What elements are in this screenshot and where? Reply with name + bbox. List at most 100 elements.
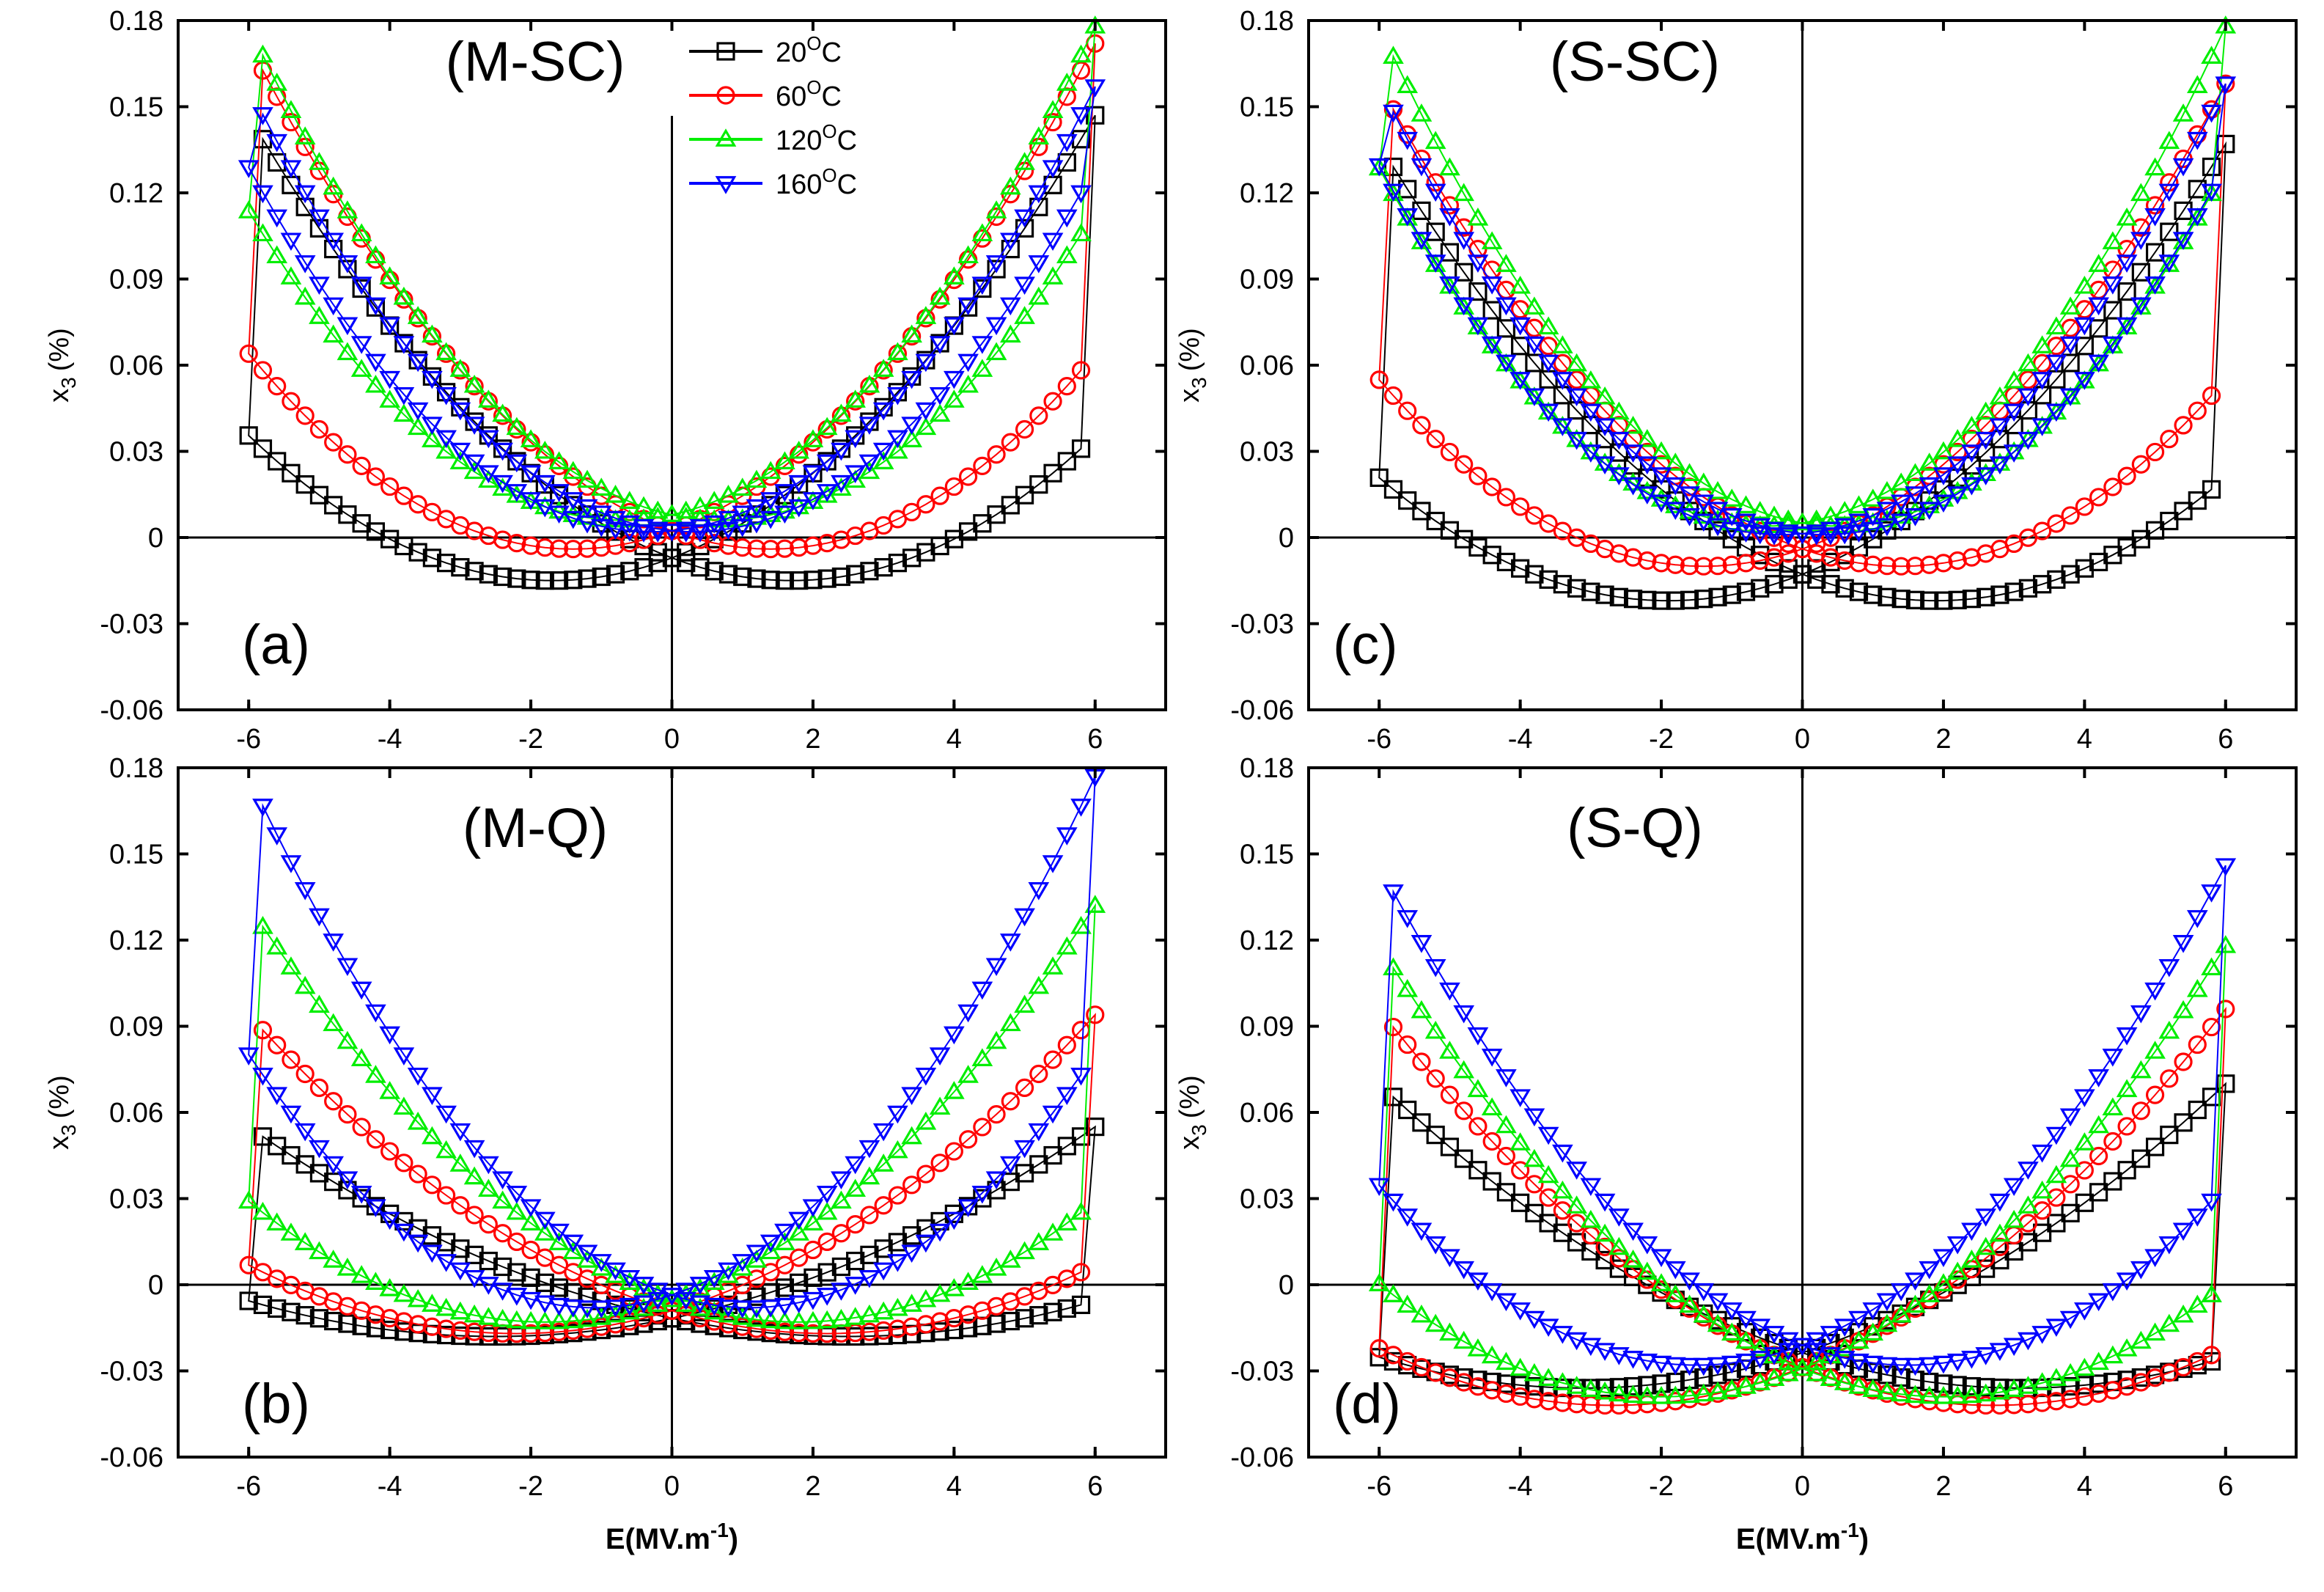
- data-point: [2061, 1203, 2080, 1222]
- data-point: [2116, 1027, 2138, 1046]
- data-point: [323, 324, 345, 343]
- data-point: [2018, 370, 2037, 389]
- data-point: [422, 1175, 441, 1195]
- data-point: [2117, 1117, 2136, 1136]
- data-point: [1636, 486, 1658, 505]
- data-point: [1622, 415, 1644, 434]
- data-point: [1056, 245, 1078, 264]
- data-point: [2088, 254, 2109, 272]
- data-point: [506, 417, 528, 436]
- data-point: [1693, 494, 1715, 513]
- data-point: [2004, 582, 2023, 601]
- data-point: [1496, 297, 1517, 316]
- data-point: [1510, 317, 1531, 336]
- data-point: [1595, 1378, 1614, 1398]
- data-point: [2172, 158, 2194, 177]
- data-point: [1765, 575, 1784, 594]
- data-point: [1014, 209, 1035, 228]
- data-point: [1594, 452, 1616, 471]
- data-point: [1820, 1326, 1842, 1344]
- data-point: [350, 359, 372, 377]
- data-point: [266, 936, 288, 955]
- data-point: [1763, 521, 1785, 540]
- data-point: [2144, 1322, 2166, 1341]
- data-point: [804, 1268, 823, 1287]
- legend-value: 120: [776, 125, 822, 156]
- data-point: [2059, 388, 2081, 407]
- data-point: [1566, 353, 1587, 372]
- data-point: [1650, 467, 1672, 485]
- data-point: [1933, 494, 1955, 513]
- data-point: [492, 442, 513, 461]
- x-tick-label: -2: [1649, 1471, 1674, 1502]
- data-point: [422, 1244, 443, 1263]
- data-point: [1679, 1357, 1700, 1376]
- data-point: [1792, 1338, 1813, 1357]
- data-point: [675, 1294, 697, 1312]
- data-point: [1976, 1378, 1996, 1397]
- data-point: [788, 1295, 810, 1314]
- data-point: [449, 1123, 471, 1142]
- data-point: [1481, 1097, 1503, 1116]
- data-point: [888, 1186, 907, 1205]
- data-point: [971, 1185, 993, 1204]
- data-point: [2160, 1126, 2179, 1145]
- data-point: [999, 1013, 1021, 1032]
- data-point: [1608, 1347, 1630, 1365]
- data-point: [633, 518, 655, 538]
- data-point: [1440, 1137, 1460, 1156]
- data-point: [2045, 1126, 2067, 1145]
- data-point: [1411, 103, 1433, 122]
- data-point: [647, 1283, 669, 1301]
- data-point: [971, 336, 993, 354]
- data-point: [872, 1301, 894, 1320]
- data-point: [1848, 524, 1869, 543]
- data-point: [2045, 1318, 2067, 1337]
- data-point: [1070, 44, 1092, 63]
- data-point: [2188, 401, 2207, 420]
- data-point: [930, 290, 949, 309]
- data-point: [280, 232, 302, 252]
- data-point: [1553, 521, 1572, 540]
- series-line: [1378, 26, 2226, 527]
- data-point: [675, 500, 697, 519]
- data-point: [2158, 1313, 2180, 1332]
- data-point: [478, 1307, 499, 1325]
- data-point: [802, 1291, 824, 1310]
- data-point: [887, 440, 908, 459]
- x-tick-label: 0: [1795, 1471, 1810, 1502]
- data-point: [2144, 276, 2166, 295]
- data-point: [294, 881, 316, 900]
- legend-unit: C: [822, 37, 842, 68]
- series-160°C: [1368, 858, 2237, 1376]
- x-tick-label: 6: [1087, 1471, 1103, 1502]
- data-point: [435, 1140, 457, 1159]
- data-point: [422, 1294, 443, 1312]
- data-point: [478, 469, 499, 488]
- data-point: [703, 1297, 725, 1316]
- data-point: [774, 1232, 795, 1250]
- y-tick-label: 0.09: [1240, 265, 1294, 296]
- data-point: [2031, 1144, 2053, 1163]
- data-point: [1707, 1381, 1729, 1400]
- data-point: [1905, 557, 1925, 576]
- series-line: [248, 43, 1096, 550]
- data-point: [1933, 1355, 1955, 1374]
- data-point: [816, 1185, 838, 1204]
- data-point: [648, 554, 667, 573]
- data-point: [1777, 1351, 1799, 1371]
- data-point: [280, 266, 302, 285]
- data-point: [422, 370, 443, 389]
- data-point: [1849, 554, 1869, 573]
- data-point: [2201, 957, 2222, 976]
- data-point: [1722, 555, 1741, 574]
- data-point: [2158, 254, 2180, 273]
- y-axis-label-sub: 3: [1188, 377, 1210, 389]
- data-point: [1835, 551, 1854, 571]
- data-point: [294, 255, 316, 274]
- data-point: [1650, 1355, 1672, 1374]
- data-point: [393, 403, 415, 422]
- data-point: [1511, 1193, 1530, 1212]
- data-point: [1397, 1294, 1419, 1313]
- data-point: [1042, 1222, 1064, 1241]
